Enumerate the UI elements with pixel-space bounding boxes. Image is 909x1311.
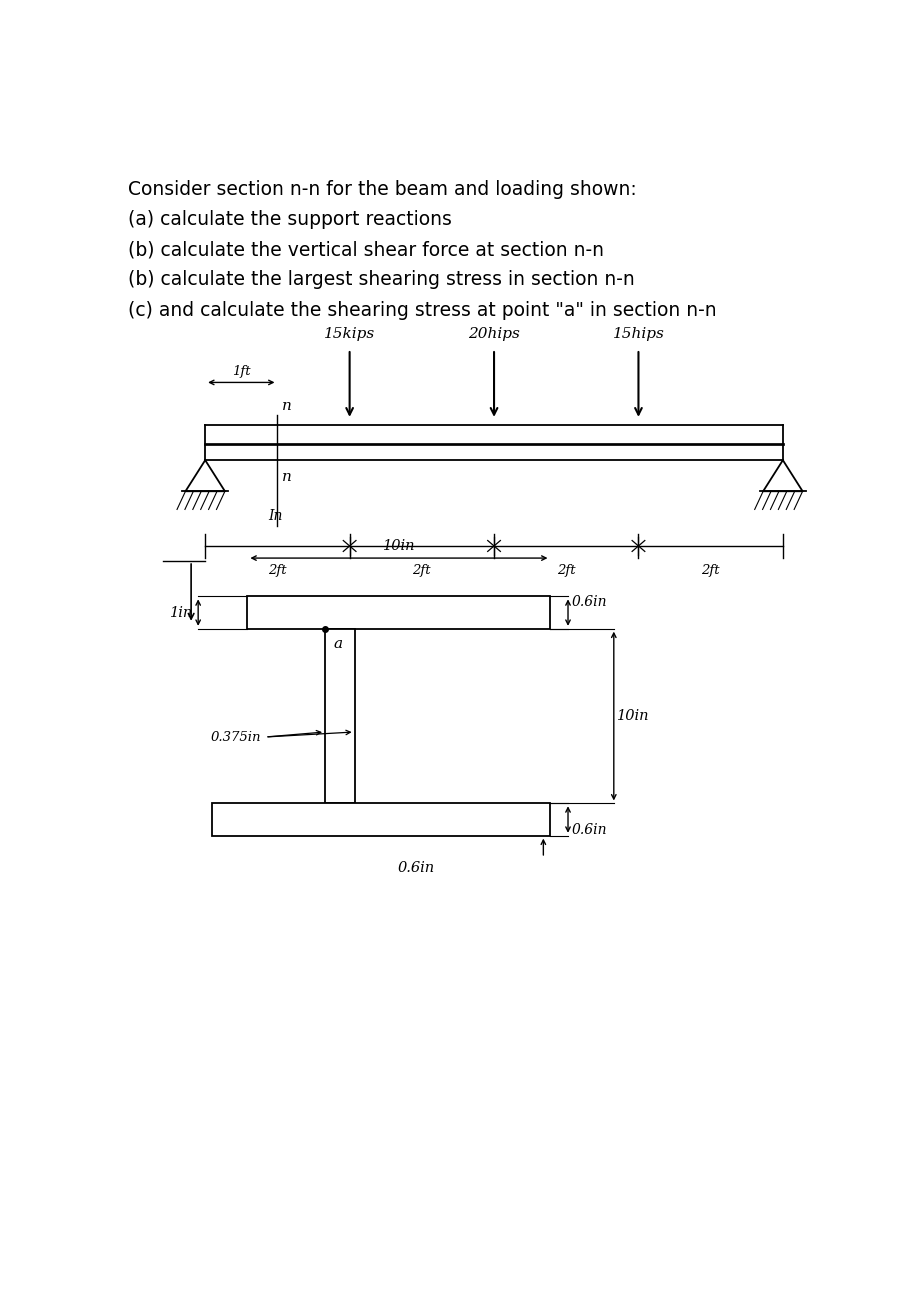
Text: In: In bbox=[268, 509, 283, 523]
Text: a: a bbox=[334, 637, 343, 650]
Text: 0.6in: 0.6in bbox=[398, 861, 435, 874]
Text: (b) calculate the vertical shear force at section n-n: (b) calculate the vertical shear force a… bbox=[127, 240, 604, 260]
Bar bbox=[247, 597, 550, 629]
Text: (b) calculate the largest shearing stress in section n-n: (b) calculate the largest shearing stres… bbox=[127, 270, 634, 290]
Text: 2ft: 2ft bbox=[268, 564, 286, 577]
Bar bbox=[325, 629, 355, 804]
Bar bbox=[213, 804, 550, 835]
Text: n: n bbox=[282, 471, 292, 484]
Text: 1ft: 1ft bbox=[232, 366, 251, 379]
Text: 2ft: 2ft bbox=[557, 564, 575, 577]
Text: (a) calculate the support reactions: (a) calculate the support reactions bbox=[127, 210, 452, 229]
Text: n: n bbox=[282, 399, 292, 413]
Text: 10in: 10in bbox=[617, 709, 650, 724]
Text: 2ft: 2ft bbox=[702, 564, 720, 577]
Text: 0.6in: 0.6in bbox=[572, 822, 607, 836]
Text: 10in: 10in bbox=[383, 539, 415, 553]
Text: 1in: 1in bbox=[170, 606, 194, 620]
Text: 15kips: 15kips bbox=[324, 326, 375, 341]
Text: 0.375in: 0.375in bbox=[211, 730, 262, 743]
Text: (c) and calculate the shearing stress at point "a" in section n-n: (c) and calculate the shearing stress at… bbox=[127, 300, 716, 320]
Text: 20hips: 20hips bbox=[468, 326, 520, 341]
Text: 2ft: 2ft bbox=[413, 564, 431, 577]
Text: 15hips: 15hips bbox=[613, 326, 664, 341]
Text: 0.6in: 0.6in bbox=[572, 595, 607, 610]
Text: Consider section n-n for the beam and loading shown:: Consider section n-n for the beam and lo… bbox=[127, 180, 636, 198]
